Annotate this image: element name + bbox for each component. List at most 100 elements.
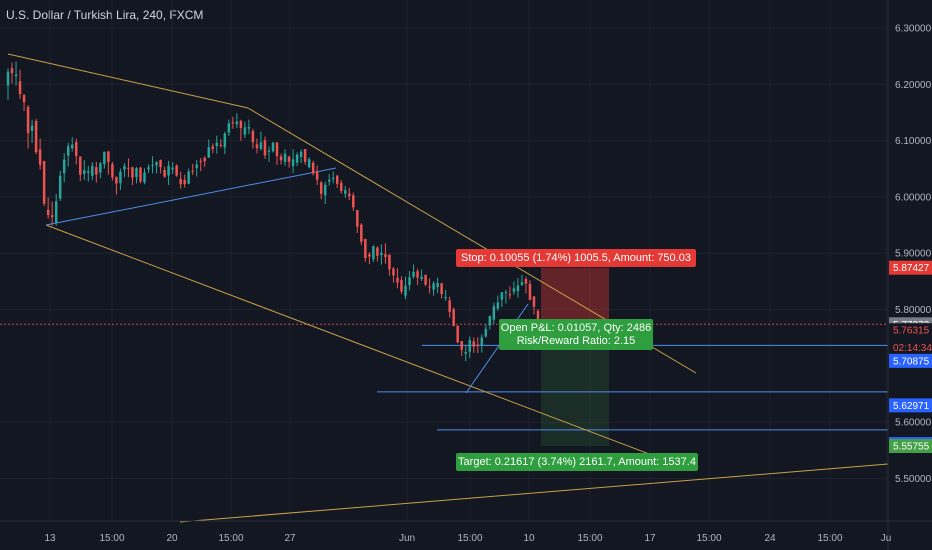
price-badge-label: 5.76315	[893, 326, 930, 337]
candle	[428, 278, 431, 294]
candle	[66, 142, 70, 167]
candle	[319, 180, 323, 200]
x-tick-label: 20	[166, 533, 178, 544]
candle	[340, 180, 343, 194]
candle-body	[95, 167, 98, 175]
price-badge-label: 5.55755	[893, 441, 930, 452]
candle-body	[191, 170, 194, 172]
candle-body	[62, 159, 66, 174]
candle	[139, 166, 142, 184]
stop-label-text: Stop: 0.10055 (1.74%) 1005.5, Amount: 75…	[461, 252, 691, 264]
candle-body	[66, 146, 70, 156]
candle	[412, 264, 415, 279]
chart-title: U.S. Dollar / Turkish Lira, 240, FXCM	[6, 8, 204, 22]
x-tick-label: Jun	[399, 533, 415, 544]
candle	[99, 161, 102, 179]
candle	[295, 152, 299, 167]
candle-body	[307, 159, 311, 168]
candle	[79, 156, 82, 182]
candle-body	[50, 215, 54, 218]
candle	[203, 156, 206, 167]
x-tick-label: 15:00	[577, 533, 602, 544]
candle-body	[516, 285, 520, 292]
candle	[396, 268, 399, 289]
candle-body	[291, 159, 295, 166]
candle-body	[364, 238, 367, 259]
candle	[247, 119, 251, 135]
candle	[103, 151, 106, 169]
candle-body	[356, 210, 359, 227]
candle	[416, 268, 419, 285]
candle-body	[103, 151, 106, 165]
candle-body	[99, 163, 102, 173]
candle-body	[468, 340, 471, 352]
candle	[352, 192, 355, 211]
candle-body	[432, 283, 435, 290]
candle-body	[392, 268, 395, 276]
candle	[432, 281, 435, 296]
candle	[131, 166, 134, 186]
candle-body	[183, 179, 186, 185]
x-tick-label: 15:00	[218, 533, 243, 544]
candle	[400, 276, 403, 295]
candle-body	[428, 286, 431, 288]
candle	[291, 149, 295, 174]
candle-body	[115, 176, 118, 184]
candle-body	[279, 156, 283, 161]
candle-body	[215, 142, 219, 147]
candle	[384, 243, 387, 264]
candle-body	[38, 149, 42, 165]
candle-body	[424, 274, 427, 285]
x-tick-label: Ju	[881, 533, 892, 544]
trendline	[7, 53, 249, 109]
candle	[404, 276, 407, 300]
candle-body	[472, 341, 476, 347]
x-axis: 13 15:00 20 15:00 27 Jun 15:00 10 15:00 17 15:00 24…	[44, 533, 891, 544]
candle	[259, 131, 263, 151]
candle	[171, 162, 174, 175]
candle-body	[327, 179, 331, 182]
candle	[303, 149, 307, 165]
candle-body	[91, 165, 94, 176]
candles	[6, 61, 540, 362]
candle-body	[187, 171, 190, 184]
candle	[440, 283, 443, 299]
candle	[215, 135, 219, 154]
price-badge-bg	[889, 398, 932, 413]
y-tick-label: 6.30000	[895, 24, 932, 35]
x-tick-label: 10	[523, 533, 535, 544]
candle-body	[287, 156, 291, 162]
candle	[151, 156, 154, 174]
candle	[452, 307, 455, 327]
candle-body	[239, 120, 243, 129]
candle-body	[344, 190, 347, 194]
candle	[22, 94, 26, 111]
position-zones	[541, 267, 609, 446]
candle-body	[348, 193, 351, 197]
candle	[408, 270, 411, 291]
candle	[38, 138, 42, 170]
candle-body	[119, 171, 122, 184]
candle	[480, 334, 484, 353]
candle	[484, 323, 488, 338]
candle	[348, 187, 351, 201]
price-badge: 5.76315	[889, 323, 932, 338]
candle-body	[267, 150, 271, 152]
candle	[360, 223, 363, 246]
candle-body	[512, 288, 516, 292]
candle-body	[492, 306, 496, 320]
candle-body	[235, 121, 239, 125]
candle-body	[255, 144, 259, 149]
price-badge-label: 02:14:34	[893, 343, 932, 354]
candle-body	[271, 142, 275, 152]
candle	[179, 171, 182, 189]
candle-body	[54, 201, 58, 223]
candle-body	[175, 165, 178, 176]
candle	[219, 139, 223, 148]
x-tick-label: 13	[44, 533, 56, 544]
candle-body	[179, 178, 182, 185]
candle	[135, 167, 138, 184]
candle	[424, 274, 427, 287]
candle-body	[18, 81, 22, 95]
